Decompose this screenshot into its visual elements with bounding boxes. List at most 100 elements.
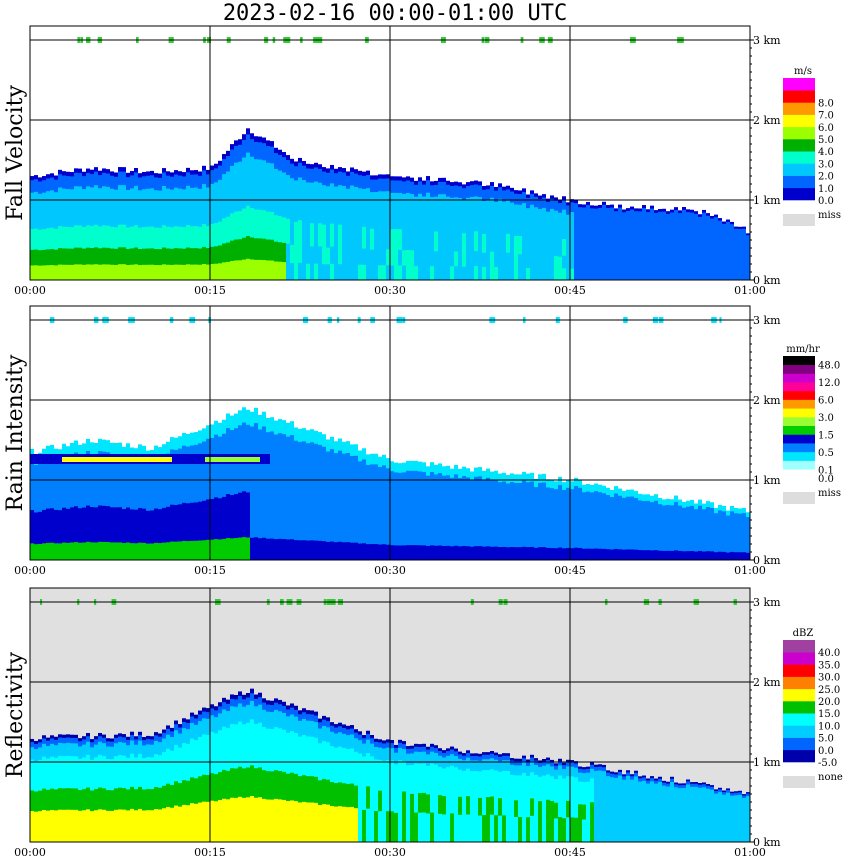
data-cell: [534, 816, 538, 843]
data-cell: [282, 217, 286, 244]
data-cell: [138, 455, 142, 509]
data-cell: [478, 476, 482, 519]
data-cell: [610, 771, 614, 775]
data-cell: [634, 528, 638, 551]
data-cell: [374, 179, 378, 193]
data-cell: [522, 546, 526, 561]
data-cell: [30, 249, 34, 266]
data-cell: [70, 737, 74, 744]
data-cell: [190, 445, 194, 504]
data-cell: [478, 231, 482, 252]
data-cell: [582, 773, 586, 783]
data-cell: [498, 761, 502, 773]
data-cell: [294, 733, 298, 775]
data-cell: [286, 218, 290, 245]
data-cell: [286, 175, 290, 220]
data-cell: [422, 196, 426, 232]
data-cell: [486, 759, 490, 771]
data-cell: [266, 771, 270, 800]
data-cell: [154, 508, 158, 544]
data-cell: [602, 493, 606, 528]
data-cell: [406, 813, 410, 843]
data-cell: [170, 727, 174, 732]
data-cell: [626, 820, 630, 843]
data-cell: [266, 496, 270, 540]
data-cell: [594, 780, 598, 804]
data-cell: [314, 162, 318, 168]
data-cell: [402, 181, 406, 195]
data-cell: [74, 264, 78, 281]
data-cell: [286, 732, 290, 775]
data-cell: [470, 251, 474, 267]
data-cell: [630, 549, 634, 561]
data-cell: [398, 180, 402, 194]
data-cell: [130, 226, 134, 249]
data-cell: [338, 185, 342, 226]
data-cell: [390, 229, 394, 251]
data-cell: [114, 542, 118, 561]
x-tick-label: 00:15: [194, 564, 226, 577]
data-cell: [538, 198, 542, 210]
data-cell: [738, 826, 742, 843]
data-cell: [682, 501, 686, 509]
data-cell: [474, 760, 478, 772]
data-cell: [70, 788, 74, 811]
data-cell: [742, 827, 746, 843]
data-cell: [118, 454, 122, 508]
data-cell: [90, 790, 94, 812]
data-cell: [502, 201, 506, 235]
data-cell: [614, 219, 618, 246]
data-cell: [30, 738, 34, 743]
data-cell: [670, 245, 674, 261]
data-cell: [614, 244, 618, 260]
data-cell: [282, 434, 286, 498]
data-cell: [258, 136, 262, 143]
data-cell: [162, 185, 166, 226]
data-cell: [442, 466, 446, 477]
data-cell: [682, 207, 686, 211]
data-cell: [326, 742, 330, 781]
data-cell: [498, 771, 502, 799]
data-cell: [670, 778, 674, 783]
colorbar-swatch: [783, 713, 815, 726]
data-cell: [338, 438, 342, 452]
data-cell: [522, 520, 526, 548]
data-cell: [678, 270, 682, 281]
data-cell: [314, 263, 318, 281]
data-cell: [150, 248, 154, 266]
data-cell: [670, 550, 674, 561]
data-cell: [230, 706, 234, 725]
data-cell: [78, 790, 82, 812]
data-cell: [586, 491, 590, 527]
data-cell: [534, 547, 538, 561]
data-cell: [46, 508, 50, 544]
data-cell: [214, 706, 218, 711]
data-cell: [250, 795, 254, 843]
data-cell: [306, 430, 310, 444]
data-cell: [282, 242, 286, 263]
data-cell: [474, 771, 478, 799]
data-cell: [34, 811, 38, 843]
data-cell: [258, 238, 262, 261]
data-cell: [146, 810, 150, 843]
data-cell: [266, 260, 270, 281]
data-cell: [350, 725, 354, 730]
data-cell: [746, 796, 750, 803]
data-cell: [742, 272, 746, 281]
data-cell: [602, 780, 606, 804]
data-cell: [570, 548, 574, 561]
data-cell: [162, 785, 166, 809]
data-field: [30, 128, 750, 281]
data-cell: [538, 268, 542, 281]
data-cell: [306, 246, 310, 265]
data-cell: [154, 190, 158, 229]
data-cell: [682, 244, 686, 260]
data-cell: [658, 245, 662, 260]
data-cell: [126, 189, 130, 228]
data-cell: [386, 468, 390, 515]
data-cell: [86, 225, 90, 249]
data-cell: [166, 748, 170, 785]
data-cell: [214, 263, 218, 281]
data-cell: [574, 523, 578, 549]
data-cell: [174, 724, 178, 731]
